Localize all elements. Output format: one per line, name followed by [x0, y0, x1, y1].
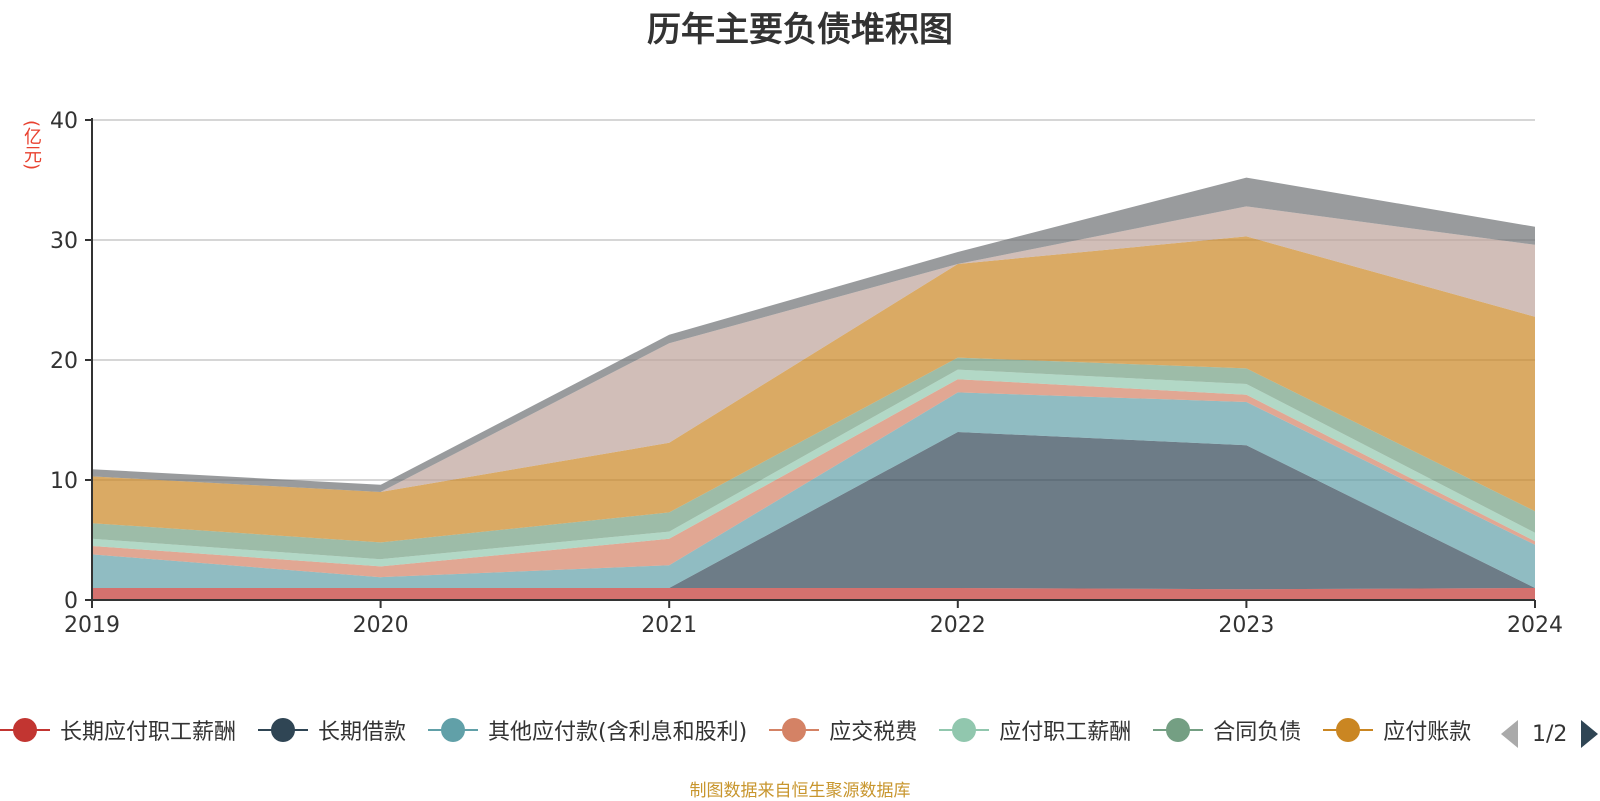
- y-tick-label: 10: [50, 469, 78, 494]
- legend-label: 应交税费: [829, 720, 918, 745]
- area-series-1[interactable]: [92, 432, 1535, 590]
- x-tick-label: 2019: [64, 613, 120, 638]
- legend-label: 应付职工薪酬: [999, 720, 1132, 745]
- legend-item-0[interactable]: 长期应付职工薪酬: [0, 714, 236, 746]
- legend-item-5[interactable]: 合同负债: [1153, 714, 1301, 746]
- tick-labels: 0 10 20 30 40 2019 2020 2021 2022 2023 2024: [50, 109, 1563, 638]
- legend-label: 合同负债: [1213, 720, 1302, 745]
- legend-label: 应付账款: [1383, 720, 1472, 745]
- legend-label: 长期借款: [318, 720, 407, 745]
- source-note: 制图数据来自恒生聚源数据库: [689, 781, 911, 801]
- x-tick-label: 2020: [353, 613, 409, 638]
- axes: [85, 118, 1536, 608]
- legend-marker-icon: [769, 715, 820, 745]
- x-tick-label: 2024: [1507, 613, 1563, 638]
- y-tick-label: 0: [64, 589, 78, 614]
- legend-item-4[interactable]: 应付职工薪酬: [939, 714, 1131, 746]
- legend-marker-icon: [258, 715, 309, 745]
- area-series-0[interactable]: [92, 588, 1535, 600]
- area-series-layer: [92, 177, 1535, 600]
- legend-item-1[interactable]: 长期借款: [258, 714, 406, 746]
- area-series-2[interactable]: [92, 392, 1535, 588]
- prev-page-icon[interactable]: [1500, 719, 1520, 749]
- legend-item-6[interactable]: 应付账款: [1323, 714, 1471, 746]
- legend-viewport: 长期应付职工薪酬 长期借款 其他应付款(含利息和股利) 应交税费 应付职工薪酬 合同负债 应…: [0, 700, 1482, 760]
- legend-marker-icon: [939, 715, 990, 745]
- area-series-5[interactable]: [92, 357, 1535, 560]
- next-page-icon[interactable]: [1579, 719, 1599, 749]
- x-tick-label: 2023: [1218, 613, 1274, 638]
- legend-marker-icon: [428, 715, 479, 745]
- y-tick-label: 40: [50, 109, 78, 134]
- legend-item-2[interactable]: 其他应付款(含利息和股利): [428, 714, 747, 746]
- legend-marker-icon: [1153, 715, 1204, 745]
- legend-page-indicator: 1/2: [1532, 721, 1568, 747]
- chart-title: 历年主要负债堆积图: [647, 10, 953, 50]
- legend-pager: 1/2: [1500, 714, 1599, 754]
- x-tick-label: 2021: [641, 613, 697, 638]
- area-series-7[interactable]: [92, 206, 1535, 492]
- legend-label: 长期应付职工薪酬: [60, 720, 237, 745]
- y-axis-unit-label: (亿元): [21, 120, 42, 171]
- legend-item-3[interactable]: 应交税费: [769, 714, 917, 746]
- x-tick-label: 2022: [930, 613, 986, 638]
- legend-label: 其他应付款(含利息和股利): [488, 720, 748, 745]
- area-series-3[interactable]: [92, 379, 1535, 578]
- stacked-area-chart: 0 10 20 30 40 2019 2020 2021 2022 2023 2024: [50, 109, 1563, 638]
- legend: 长期应付职工薪酬 长期借款 其他应付款(含利息和股利) 应交税费 应付职工薪酬 合同负债 应…: [0, 700, 1600, 760]
- area-series-6[interactable]: [92, 236, 1535, 543]
- legend-marker-icon: [1323, 715, 1374, 745]
- y-tick-label: 20: [50, 349, 78, 374]
- legend-marker-icon: [0, 715, 50, 745]
- y-tick-label: 30: [50, 229, 78, 254]
- area-series-8[interactable]: [92, 177, 1535, 492]
- legend-items: 长期应付职工薪酬 长期借款 其他应付款(含利息和股利) 应交税费 应付职工薪酬 合同负债 应…: [0, 714, 1482, 746]
